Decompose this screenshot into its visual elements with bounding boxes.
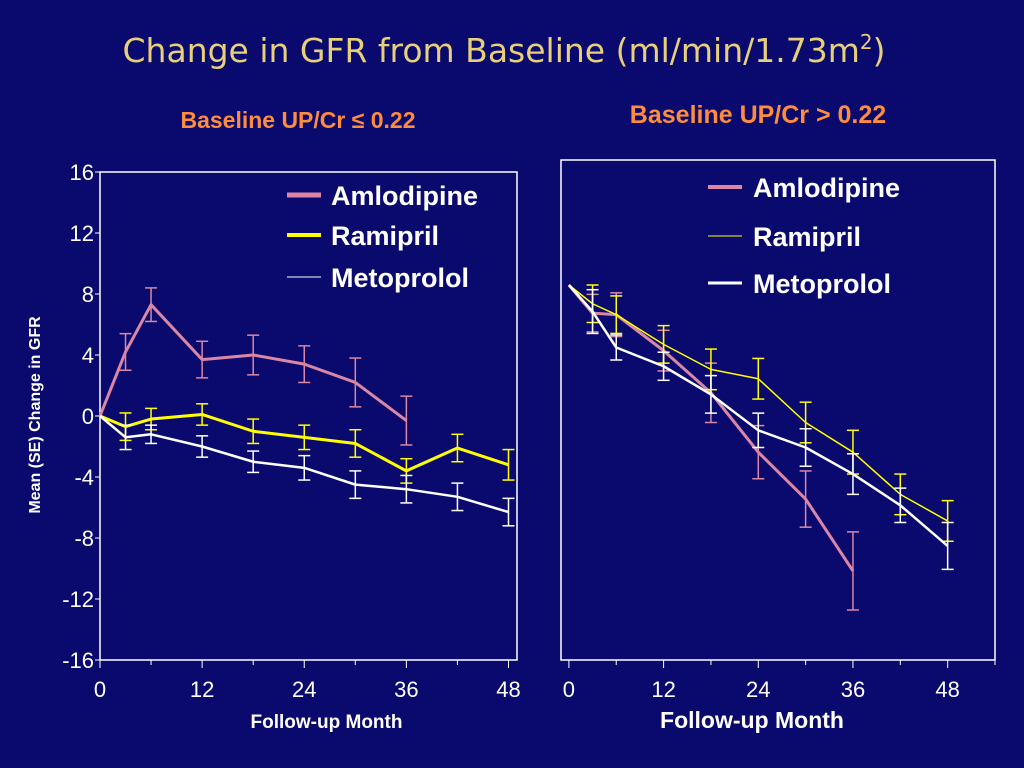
x-tick-label: 36 <box>841 677 865 702</box>
slide-title-close: ) <box>873 31 886 70</box>
series-line-ramipril <box>568 284 949 522</box>
y-tick-label: 4 <box>82 343 94 368</box>
x-axis-label: Follow-up Month <box>251 712 403 733</box>
x-axis-label: Follow-up Month <box>660 707 844 733</box>
legend-label-amlodipine: Amlodipine <box>331 181 478 211</box>
x-tick-label: 0 <box>94 677 106 702</box>
x-tick-label: 24 <box>292 677 316 702</box>
chart-panel-right: Baseline UP/Cr > 0.22 0 12 24 36 48 Follow-up … <box>560 101 996 733</box>
series-line-amlodipine <box>567 284 855 572</box>
x-tick-label: 12 <box>651 677 675 702</box>
legend-label-metoprolol: Metoprolol <box>753 269 891 299</box>
y-tick-label: -12 <box>62 587 94 612</box>
legend-label-ramipril: Ramipril <box>753 222 861 252</box>
series-line-ramipril <box>99 412 509 473</box>
slide-title-superscript: 2 <box>860 30 873 54</box>
chart-subtitle: Baseline UP/Cr ≤ 0.22 <box>180 107 415 133</box>
y-tick-label: 0 <box>82 404 94 429</box>
x-tick-label: 48 <box>935 677 959 702</box>
x-tick-label: 12 <box>190 677 214 702</box>
series-line-metoprolol <box>567 284 949 547</box>
legend-label-amlodipine: Amlodipine <box>753 173 900 203</box>
x-tick-label: 36 <box>394 677 418 702</box>
chart-panel-left: Baseline UP/Cr ≤ 0.220 12 24 36 48Follow-up … <box>62 107 521 733</box>
y-tick-label: 8 <box>82 282 94 307</box>
y-tick-label: 16 <box>70 160 94 185</box>
y-tick-label: -16 <box>62 648 94 673</box>
plot-frame <box>560 159 996 661</box>
legend-label-ramipril: Ramipril <box>331 221 439 251</box>
x-tick-label: 24 <box>746 677 770 702</box>
slide-title: Change in GFR from Baseline (ml/min/1.73… <box>123 30 886 70</box>
slide-title-main: Change in GFR from Baseline (ml/min/1.73… <box>123 31 860 70</box>
x-tick-label: 48 <box>496 677 520 702</box>
series-line-amlodipine <box>98 303 408 422</box>
series-line-metoprolol <box>99 415 509 514</box>
y-axis-label: Mean (SE) Change in GFR <box>27 316 44 514</box>
y-tick-label: -8 <box>74 526 94 551</box>
x-tick-label: 0 <box>563 677 575 702</box>
legend-label-metoprolol: Metoprolol <box>331 263 469 293</box>
y-tick-label: 12 <box>70 221 94 246</box>
chart-subtitle: Baseline UP/Cr > 0.22 <box>630 101 886 129</box>
y-tick-label: -4 <box>74 465 94 490</box>
